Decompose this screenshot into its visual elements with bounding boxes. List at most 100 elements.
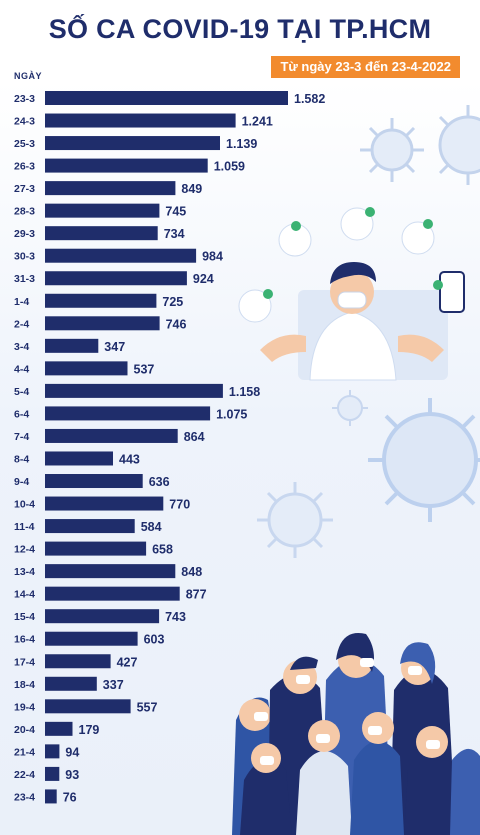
category-label: 17-4 [14, 656, 35, 668]
category-label: 31-3 [14, 273, 35, 285]
category-label: 15-4 [14, 611, 35, 623]
y-axis-label: NGÀY [14, 71, 43, 81]
value-label: 603 [144, 633, 165, 647]
value-label: 1.158 [229, 385, 260, 399]
value-label: 337 [103, 678, 124, 692]
category-label: 24-3 [14, 116, 35, 128]
value-label: 743 [165, 610, 186, 624]
check-badge-icon [238, 207, 465, 323]
bar [45, 451, 113, 466]
category-label: 21-4 [14, 746, 35, 758]
bar [45, 744, 60, 759]
category-label: 12-4 [14, 544, 35, 556]
category-label: 7-4 [14, 431, 29, 443]
bar [45, 136, 220, 151]
bar [45, 181, 176, 196]
bar [45, 564, 176, 579]
value-label: 984 [202, 250, 223, 264]
value-label: 1.139 [226, 137, 257, 151]
bar [45, 428, 178, 443]
bar [45, 293, 157, 308]
value-label: 770 [169, 498, 190, 512]
bar [45, 406, 211, 421]
doctor-illustration [260, 262, 448, 381]
value-label: 877 [186, 588, 207, 602]
category-label: 19-4 [14, 701, 35, 713]
value-label: 734 [164, 227, 185, 241]
bar [45, 316, 160, 331]
category-label: 20-4 [14, 724, 35, 736]
bar [45, 113, 236, 128]
bar [45, 789, 57, 804]
bar [45, 158, 208, 173]
chart-title: SỐ CA COVID-19 TẠI TP.HCM [48, 14, 432, 44]
bar [45, 226, 158, 241]
category-label: 6-4 [14, 408, 29, 420]
bar [45, 496, 164, 511]
bar [45, 766, 60, 781]
category-label: 10-4 [14, 499, 35, 511]
category-label: 25-3 [14, 138, 35, 150]
bar [45, 541, 147, 556]
bar [45, 519, 135, 534]
bar [45, 248, 197, 263]
value-label: 848 [181, 565, 202, 579]
value-label: 347 [104, 340, 125, 354]
category-label: 2-4 [14, 318, 29, 330]
value-label: 584 [141, 520, 162, 534]
category-label: 30-3 [14, 251, 35, 263]
bar [45, 383, 223, 398]
category-label: 28-3 [14, 206, 35, 218]
category-label: 11-4 [14, 521, 35, 533]
bar [45, 91, 288, 105]
category-label: 5-4 [14, 386, 29, 398]
virus-icon [438, 105, 480, 185]
value-label: 864 [184, 430, 205, 444]
category-label: 3-4 [14, 341, 29, 353]
value-label: 1.241 [242, 115, 273, 129]
value-label: 93 [65, 768, 79, 782]
crowd-illustration [232, 633, 480, 835]
value-label: 427 [117, 655, 138, 669]
value-label: 537 [134, 362, 155, 376]
value-label: 745 [165, 205, 186, 219]
category-label: 29-3 [14, 228, 35, 240]
value-label: 849 [181, 182, 202, 196]
category-label: 9-4 [14, 476, 29, 488]
value-label: 1.582 [294, 92, 325, 106]
bar [45, 271, 187, 286]
value-label: 636 [149, 475, 170, 489]
bar [45, 338, 99, 353]
category-label: 8-4 [14, 453, 29, 465]
bar [45, 631, 138, 646]
category-label: 1-4 [14, 296, 29, 308]
value-label: 179 [79, 723, 100, 737]
bar [45, 699, 131, 714]
bar [45, 474, 143, 489]
value-label: 924 [193, 272, 214, 286]
virus-icon [332, 390, 368, 426]
value-label: 1.059 [214, 160, 245, 174]
category-label: 14-4 [14, 589, 35, 601]
category-label: 13-4 [14, 566, 35, 578]
category-label: 27-3 [14, 183, 35, 195]
bar [45, 676, 97, 691]
bar [45, 361, 128, 376]
bar [45, 609, 160, 624]
date-range-badge: Từ ngày 23-3 đến 23-4-2022 [271, 56, 460, 78]
value-label: 76 [63, 790, 77, 804]
value-label: 746 [166, 317, 187, 331]
virus-icon [360, 118, 424, 182]
category-label: 23-3 [14, 93, 35, 105]
category-label: 23-4 [14, 791, 35, 803]
value-label: 725 [162, 295, 183, 309]
category-label: 26-3 [14, 161, 35, 173]
value-label: 1.075 [216, 407, 247, 421]
value-label: 443 [119, 452, 140, 466]
bar [45, 721, 73, 736]
bar [45, 203, 160, 218]
value-label: 557 [137, 700, 158, 714]
category-label: 16-4 [14, 634, 35, 646]
